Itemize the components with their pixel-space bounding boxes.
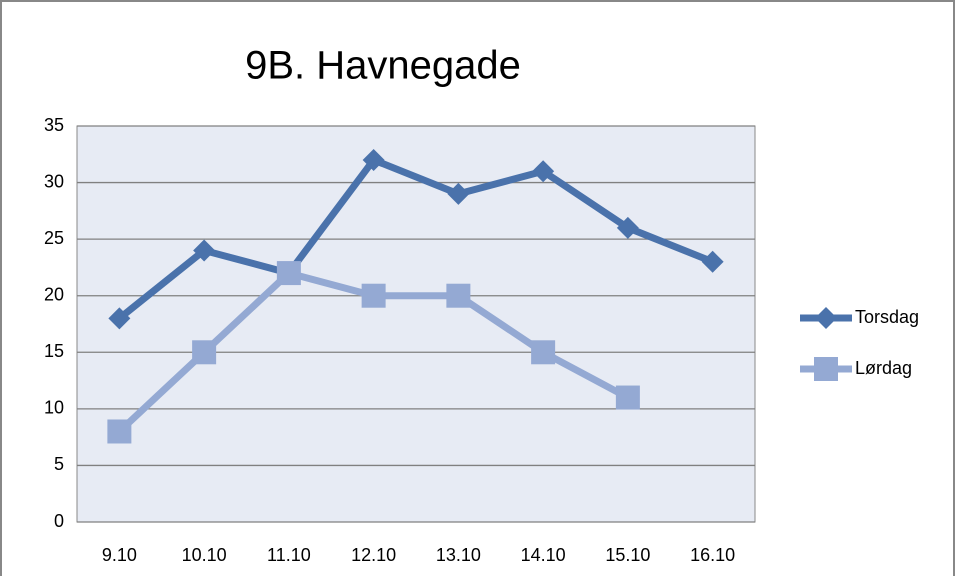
y-tick-label: 20 <box>44 284 64 304</box>
data-point <box>531 340 556 365</box>
data-point <box>193 239 216 262</box>
y-tick-label: 15 <box>44 341 64 361</box>
y-tick-label: 10 <box>44 398 64 418</box>
x-tick-label: 10.10 <box>182 545 227 565</box>
legend-marker <box>814 357 838 381</box>
y-tick-label: 25 <box>44 228 64 248</box>
y-tick-label: 0 <box>54 511 64 531</box>
data-point <box>616 216 639 239</box>
data-point <box>447 182 470 205</box>
y-tick-label: 35 <box>44 115 64 135</box>
x-tick-label: 12.10 <box>351 545 396 565</box>
data-point <box>192 340 217 365</box>
x-tick-label: 15.10 <box>605 545 650 565</box>
chart-title: 9B. Havnegade <box>245 44 521 88</box>
data-point <box>361 283 386 308</box>
x-tick-label: 16.10 <box>690 545 735 565</box>
x-tick-label: 14.10 <box>521 545 566 565</box>
data-point <box>446 283 471 308</box>
data-point <box>276 261 301 286</box>
series-line <box>117 156 714 322</box>
x-tick-label: 11.10 <box>267 545 311 565</box>
y-tick-label: 5 <box>54 454 64 474</box>
data-point <box>532 160 555 183</box>
data-point <box>108 307 131 330</box>
data-point <box>107 419 132 444</box>
plot-area <box>76 125 756 523</box>
data-point <box>615 385 640 410</box>
x-tick-label: 13.10 <box>436 545 481 565</box>
data-point <box>701 250 724 273</box>
legend-label: Lørdag <box>855 358 912 378</box>
y-tick-label: 30 <box>44 171 64 191</box>
legend-marker <box>815 307 837 329</box>
data-point <box>362 148 385 171</box>
x-tick-label: 9.10 <box>102 545 137 565</box>
legend-label: Torsdag <box>855 307 919 327</box>
